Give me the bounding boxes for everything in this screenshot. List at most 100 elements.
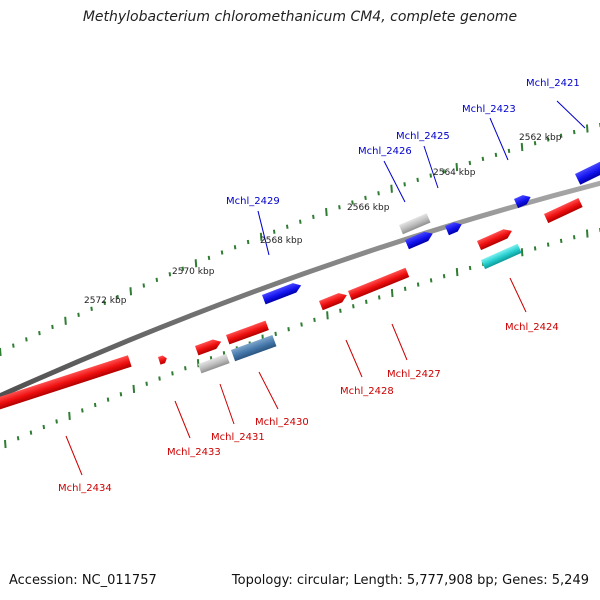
- leader-line: [391, 323, 408, 361]
- tick-mark: [377, 191, 380, 196]
- tick-mark: [364, 299, 368, 304]
- tick-mark: [507, 148, 511, 154]
- outer-tick-track: [0, 123, 600, 357]
- tick-mark: [207, 255, 211, 260]
- axis-position-label: 2564 kbp: [433, 168, 476, 178]
- tick-mark: [93, 402, 97, 408]
- tick-mark: [338, 205, 341, 210]
- gene-arrow-3: [195, 339, 222, 356]
- tick-mark: [196, 359, 200, 368]
- accession-text: Accession: NC_011757: [9, 573, 157, 588]
- tick-mark: [403, 182, 406, 187]
- tick-mark: [168, 272, 172, 277]
- tick-mark: [0, 347, 2, 357]
- tick-mark: [390, 184, 393, 193]
- leader-line: [509, 277, 527, 313]
- gene-arrow-12: [445, 222, 462, 236]
- tick-mark: [103, 300, 106, 306]
- axis-position-label: 2566 kbp: [347, 203, 390, 213]
- tick-mark: [585, 124, 589, 133]
- tick-mark: [339, 308, 342, 313]
- tick-mark: [184, 366, 187, 371]
- tick-mark: [520, 142, 524, 152]
- gene-arrow-9: [348, 267, 410, 301]
- gene-arrow-4: [226, 320, 269, 345]
- reverse-gene-label: Mchl_2434: [58, 483, 112, 494]
- forward-gene-label: Mchl_2426: [358, 146, 412, 157]
- gene-labels: 2562 kbp 2564 kbp 2566 kbp 2568 kbp 2570 kbp…: [58, 78, 580, 494]
- gene-arrow-13: [477, 229, 512, 251]
- tick-mark: [194, 259, 198, 268]
- tick-mark: [325, 207, 328, 217]
- tick-mark: [16, 436, 20, 441]
- forward-gene-label: Mchl_2429: [226, 196, 280, 207]
- tick-mark: [429, 278, 433, 283]
- tick-mark: [155, 277, 159, 283]
- reverse-gene-label: Mchl_2424: [505, 322, 559, 333]
- tick-mark: [142, 283, 146, 288]
- tick-mark: [38, 330, 41, 336]
- axis-position-label: 2568 kbp: [260, 236, 303, 246]
- reverse-gene-label: Mchl_2430: [255, 417, 309, 428]
- tick-mark: [312, 214, 315, 219]
- map-title: Methylobacterium chloromethanicum CM4, c…: [82, 9, 518, 25]
- leader-line: [556, 100, 586, 129]
- tick-mark: [546, 137, 550, 142]
- gene-arrow-10: [399, 213, 431, 235]
- tick-mark: [403, 286, 407, 291]
- tick-mark: [81, 408, 84, 413]
- tick-mark: [246, 239, 250, 245]
- tick-mark: [145, 381, 148, 386]
- leader-line: [258, 371, 279, 410]
- axis-position-label: 2562 kbp: [519, 133, 562, 143]
- tick-mark: [533, 246, 537, 251]
- forward-gene-label: Mchl_2421: [526, 78, 580, 89]
- tick-mark: [351, 200, 354, 205]
- axis-position-label: 2570 kbp: [172, 267, 215, 277]
- gene-features: [0, 156, 600, 412]
- gene-arrow-5: [198, 353, 230, 374]
- reverse-gene-label: Mchl_2431: [211, 432, 265, 443]
- tick-mark: [533, 141, 537, 146]
- tick-mark: [364, 195, 367, 201]
- tick-mark: [299, 219, 302, 224]
- reverse-gene-label: Mchl_2433: [167, 447, 221, 458]
- gene-arrow-17: [575, 156, 600, 185]
- tick-mark: [29, 430, 33, 435]
- tick-mark: [455, 163, 459, 172]
- forward-gene-label: Mchl_2423: [462, 104, 516, 115]
- tick-mark: [12, 343, 15, 348]
- tick-mark: [377, 295, 381, 300]
- gene-arrow-7: [262, 283, 302, 305]
- leader-line: [174, 400, 191, 439]
- leader-line: [423, 145, 439, 189]
- leader-line: [257, 210, 270, 256]
- tick-mark: [116, 294, 119, 300]
- tick-mark: [285, 224, 289, 229]
- tick-mark: [546, 242, 550, 247]
- label-leader-lines: [65, 100, 586, 476]
- tick-mark: [119, 392, 123, 397]
- tick-mark: [132, 384, 136, 394]
- gene-arrow-14: [481, 243, 522, 270]
- leader-line: [345, 339, 363, 378]
- gene-arrow-15: [514, 195, 531, 209]
- tick-mark: [274, 331, 277, 337]
- tick-mark: [416, 282, 420, 287]
- tick-mark: [481, 156, 485, 162]
- leader-line: [219, 383, 235, 425]
- tick-mark: [259, 232, 263, 241]
- tick-mark: [390, 289, 394, 298]
- gene-arrow-16: [544, 197, 583, 224]
- tick-mark: [494, 152, 498, 158]
- tick-mark: [129, 287, 133, 296]
- tick-mark: [25, 337, 28, 342]
- tick-mark: [55, 419, 58, 424]
- tick-mark: [559, 238, 563, 244]
- tick-mark: [455, 268, 459, 277]
- tick-mark: [171, 371, 174, 376]
- tick-mark: [352, 304, 355, 309]
- gene-arrow-11: [405, 231, 433, 250]
- tick-mark: [468, 160, 472, 166]
